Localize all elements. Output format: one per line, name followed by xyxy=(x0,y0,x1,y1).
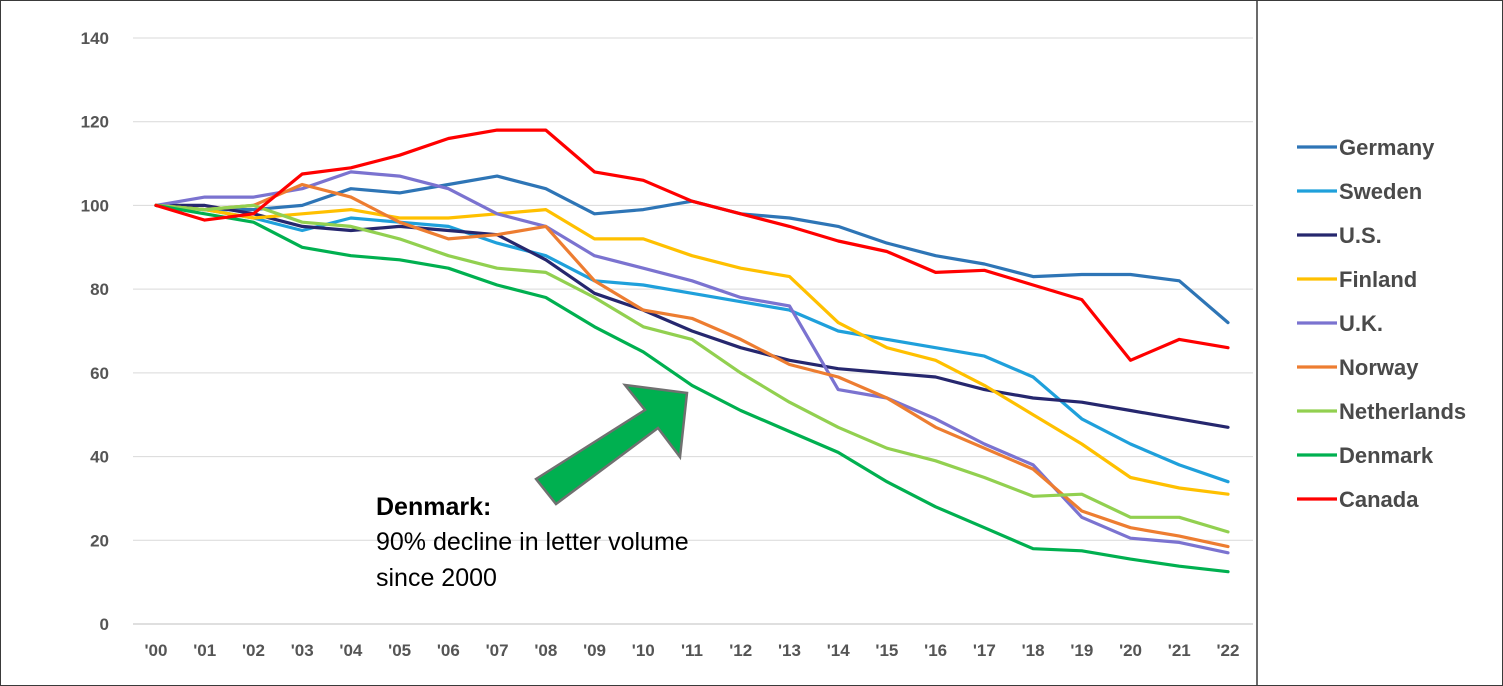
x-tick-label: '20 xyxy=(1119,641,1142,660)
x-tick-label: '09 xyxy=(583,641,606,660)
x-tick-label: '08 xyxy=(534,641,557,660)
legend-label-denmark: Denmark xyxy=(1339,443,1434,468)
annotation-line-1: 90% decline in letter volume xyxy=(376,528,689,556)
series-line-finland xyxy=(154,203,1230,496)
y-tick-label: 100 xyxy=(81,196,109,215)
x-tick-label: '07 xyxy=(486,641,509,660)
x-axis: '00 '01 '02 '03 '04 '05 '06 '07 '08 '09 '10 '11 '12 '… xyxy=(145,641,1240,660)
series-lines xyxy=(154,128,1230,574)
x-tick-label: '01 xyxy=(193,641,216,660)
series-line-canada xyxy=(154,128,1230,362)
legend-label-norway: Norway xyxy=(1339,355,1419,380)
y-tick-label: 0 xyxy=(100,615,109,634)
annotation-line-2: since 2000 xyxy=(376,564,497,592)
x-tick-label: '00 xyxy=(145,641,168,660)
series-line-denmark xyxy=(154,203,1230,574)
legend-label-u-k: U.K. xyxy=(1339,311,1383,336)
y-tick-label: 60 xyxy=(90,364,109,383)
x-tick-label: '05 xyxy=(388,641,411,660)
x-tick-label: '02 xyxy=(242,641,265,660)
series-line-sweden xyxy=(154,203,1230,484)
x-tick-label: '12 xyxy=(729,641,752,660)
y-tick-label: 80 xyxy=(90,280,109,299)
y-axis: 0 20 40 60 80 100 120 140 xyxy=(81,29,109,634)
annotation-title: Denmark: xyxy=(376,493,491,521)
x-tick-label: '15 xyxy=(875,641,898,660)
legend-label-finland: Finland xyxy=(1339,267,1417,292)
legend-label-canada: Canada xyxy=(1339,487,1419,512)
x-tick-label: '16 xyxy=(924,641,947,660)
x-tick-label: '17 xyxy=(973,641,996,660)
series-line-norway xyxy=(154,182,1230,549)
legend: Germany Sweden U.S. Finland U.K. Norway Nether… xyxy=(1297,135,1466,512)
x-tick-label: '10 xyxy=(632,641,655,660)
x-tick-label: '13 xyxy=(778,641,801,660)
x-tick-label: '11 xyxy=(681,641,703,660)
legend-label-netherlands: Netherlands xyxy=(1339,399,1466,424)
y-tick-label: 20 xyxy=(90,531,109,550)
legend-label-u-s: U.S. xyxy=(1339,223,1382,248)
x-tick-label: '06 xyxy=(437,641,460,660)
y-tick-label: 40 xyxy=(90,448,109,467)
legend-label-sweden: Sweden xyxy=(1339,179,1422,204)
legend-label-germany: Germany xyxy=(1339,135,1435,160)
x-tick-label: '19 xyxy=(1070,641,1093,660)
annotation-arrow-icon xyxy=(534,383,689,506)
gridlines xyxy=(133,37,1253,625)
y-tick-label: 140 xyxy=(81,29,109,48)
x-tick-label: '14 xyxy=(827,641,850,660)
series-line-u-s xyxy=(154,203,1230,429)
x-tick-label: '21 xyxy=(1168,641,1191,660)
y-tick-label: 120 xyxy=(81,113,109,132)
series-line-netherlands xyxy=(154,203,1230,534)
x-tick-label: '22 xyxy=(1217,641,1240,660)
x-tick-label: '03 xyxy=(291,641,314,660)
x-tick-label: '18 xyxy=(1022,641,1045,660)
x-tick-label: '04 xyxy=(339,641,362,660)
